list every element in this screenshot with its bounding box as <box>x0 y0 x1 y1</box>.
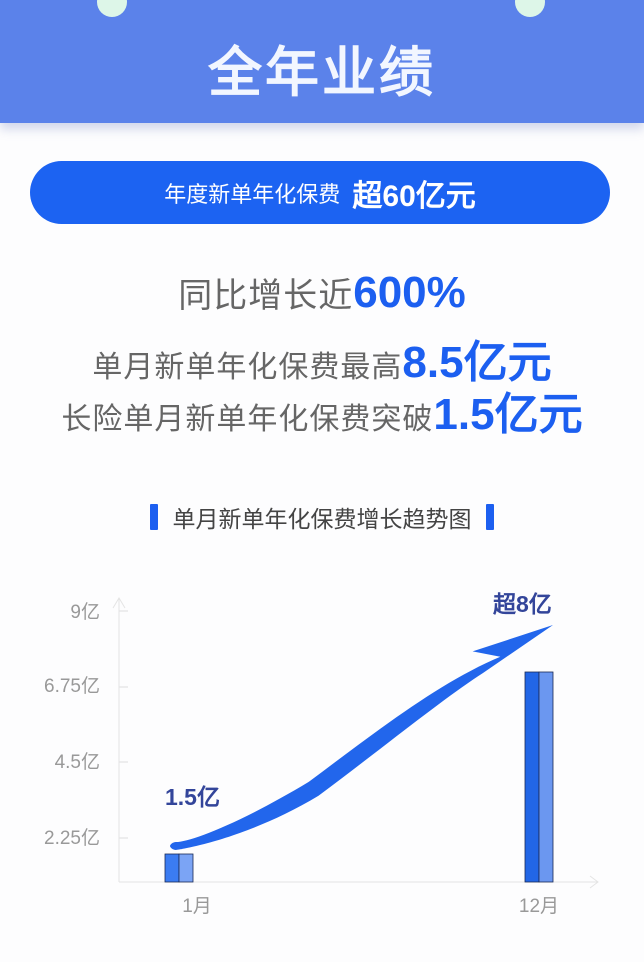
svg-text:1.5亿: 1.5亿 <box>165 784 220 810</box>
svg-text:超8亿: 超8亿 <box>493 591 552 617</box>
svg-text:9亿: 9亿 <box>70 601 100 623</box>
svg-text:1月: 1月 <box>182 896 212 917</box>
svg-text:12月: 12月 <box>519 896 559 917</box>
svg-text:6.75亿: 6.75亿 <box>44 675 100 697</box>
svg-text:2.25亿: 2.25亿 <box>44 827 100 849</box>
svg-text:4.5亿: 4.5亿 <box>55 751 100 773</box>
